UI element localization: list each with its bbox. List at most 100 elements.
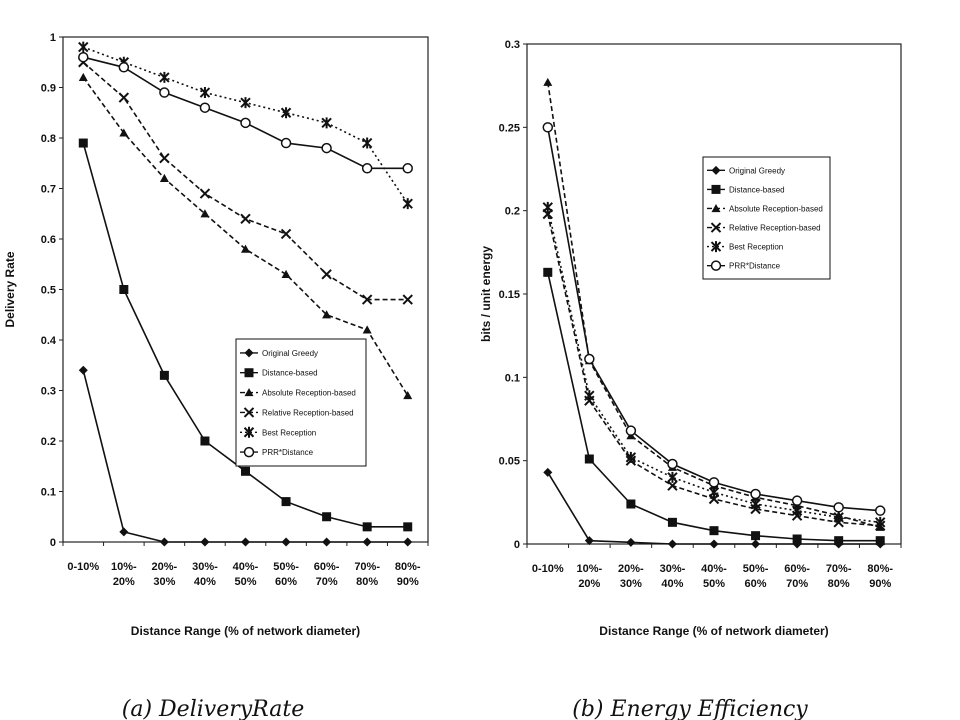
data-point: [402, 198, 413, 210]
legend-marker: [244, 368, 254, 378]
data-point: [791, 495, 803, 506]
series-1: [78, 365, 413, 547]
legend-marker: [244, 348, 254, 358]
data-point: [322, 310, 332, 319]
legend: Original Greedy Distance-based Absolute Re…: [235, 338, 367, 467]
data-point: [199, 188, 211, 199]
legend-marker: [711, 184, 721, 194]
data-point: [543, 267, 553, 277]
x-tick-label: 90%: [869, 578, 891, 590]
data-point: [543, 467, 553, 477]
x-tick-label: 0-10%: [532, 563, 564, 575]
data-point: [281, 537, 291, 547]
data-point: [667, 471, 678, 483]
legend-marker: [243, 407, 255, 418]
series-line: [546, 272, 881, 542]
data-point: [78, 365, 88, 375]
data-point: [625, 425, 637, 436]
legend: Original Greedy Distance-based Absolute Re…: [702, 156, 831, 280]
series-4: [78, 57, 413, 305]
x-tick-label: 80%: [356, 576, 378, 588]
legend-marker: [711, 203, 721, 213]
chart-2: 0 0.05 0.1 0.15 0.2 0.25 0.3 0-10% 10%- 20% 20%- 30…: [479, 39, 902, 720]
x-tick-label: 10%-: [576, 563, 602, 575]
x-tick-label: 50%: [234, 576, 256, 588]
x-tick-label: 40%: [661, 578, 683, 590]
y-tick-label: 0.6: [41, 234, 56, 246]
series-line: [83, 56, 408, 170]
series-line: [546, 82, 881, 529]
y-tick-label: 0.2: [41, 436, 56, 448]
data-point: [791, 505, 803, 517]
x-tick-label: 40%-: [233, 561, 259, 573]
x-tick-label: 50%-: [273, 561, 299, 573]
series-5: [542, 201, 886, 528]
data-point: [361, 137, 373, 149]
data-point: [750, 498, 761, 510]
data-point: [159, 152, 170, 164]
data-point: [402, 163, 413, 174]
data-point: [240, 213, 251, 225]
series-6: [542, 122, 886, 516]
data-point: [321, 142, 332, 154]
data-point: [667, 480, 678, 491]
legend-label: Distance-based: [262, 369, 318, 378]
data-point: [159, 173, 169, 182]
data-point: [403, 522, 413, 532]
y-tick-label: 0.1: [505, 372, 520, 384]
x-tick-label: 60%: [275, 576, 297, 588]
legend-marker: [243, 446, 255, 458]
data-point: [402, 294, 413, 305]
data-point: [584, 390, 595, 402]
y-axis-title: Delivery Rate: [3, 251, 17, 327]
x-axis-title: Distance Range (% of network diameter): [599, 624, 828, 638]
x-tick-label: 40%-: [701, 563, 727, 575]
y-tick-label: 0.4: [41, 335, 57, 347]
legend-box: [235, 338, 367, 467]
data-point: [159, 537, 169, 547]
y-tick-label: 0.25: [499, 122, 520, 134]
data-point: [709, 526, 719, 536]
data-point: [159, 370, 169, 380]
data-point: [626, 537, 636, 547]
data-point: [542, 201, 553, 213]
data-point: [159, 71, 170, 83]
x-tick-label: 80%-: [867, 563, 893, 575]
data-point: [241, 466, 250, 476]
legend-label: Relative Reception-based: [729, 224, 821, 233]
data-point: [667, 539, 677, 549]
data-point: [584, 353, 595, 365]
data-point: [403, 537, 413, 547]
data-point: [322, 537, 332, 547]
legend-marker: [710, 222, 722, 233]
data-point: [200, 209, 210, 218]
data-point: [240, 97, 251, 109]
data-point: [200, 537, 210, 547]
data-point: [751, 539, 761, 549]
legend-label: Distance-based: [729, 185, 785, 194]
data-point: [362, 537, 372, 547]
data-point: [833, 502, 844, 513]
data-point: [875, 516, 886, 528]
legend-marker: [710, 241, 722, 253]
x-tick-label: 50%: [703, 578, 725, 590]
data-point: [241, 244, 250, 253]
data-point: [321, 269, 332, 280]
data-point: [874, 505, 886, 516]
y-tick-label: 0.15: [499, 289, 520, 301]
data-point: [118, 92, 130, 103]
chart-1: 0 0.1 0.2 0.3 0.4 0.5 0.6 0.7 0.8 0.9 1 0-10% 10%- 20…: [3, 32, 429, 720]
data-point: [322, 512, 332, 522]
series-3: [78, 72, 413, 400]
data-point: [833, 511, 844, 523]
data-point: [119, 527, 129, 537]
x-tick-label: 60%-: [784, 563, 810, 575]
legend-label: Relative Reception-based: [262, 408, 354, 417]
data-point: [625, 451, 637, 463]
x-tick-label: 70%: [316, 576, 338, 588]
y-tick-label: 1: [50, 32, 56, 44]
data-point: [362, 325, 372, 334]
plot-area: [526, 43, 902, 545]
data-point: [321, 117, 332, 129]
